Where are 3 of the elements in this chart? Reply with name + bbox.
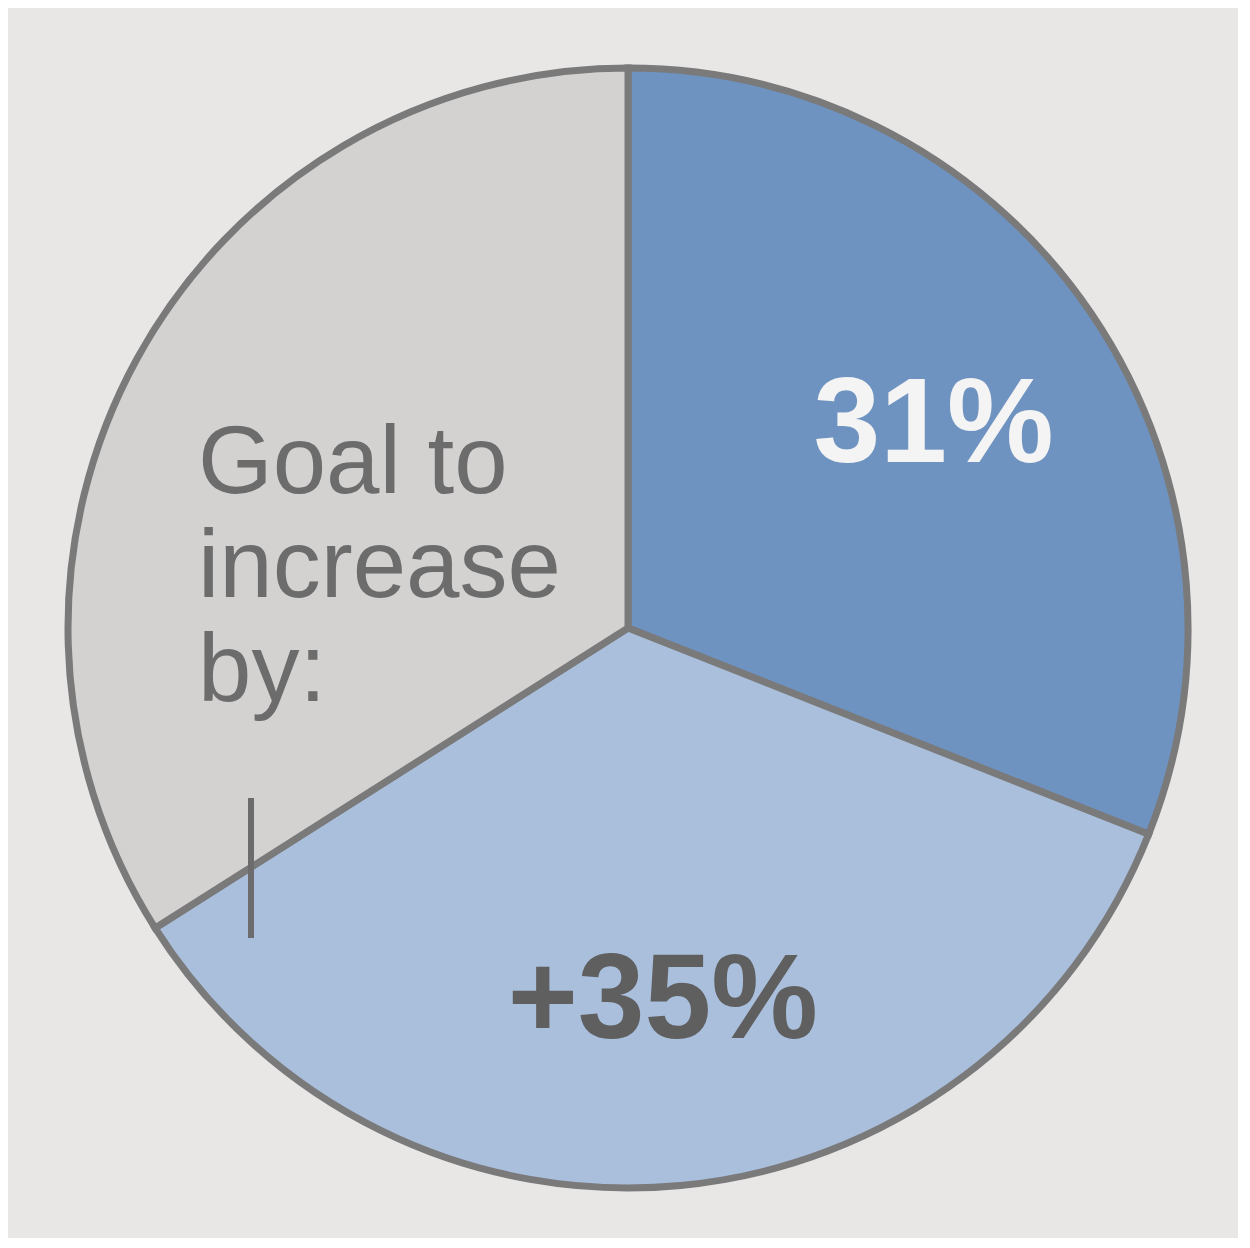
- text: Goal to increase by:: [198, 406, 562, 721]
- data-label: 31%: [813, 353, 1054, 488]
- data-label: +35%: [507, 928, 818, 1063]
